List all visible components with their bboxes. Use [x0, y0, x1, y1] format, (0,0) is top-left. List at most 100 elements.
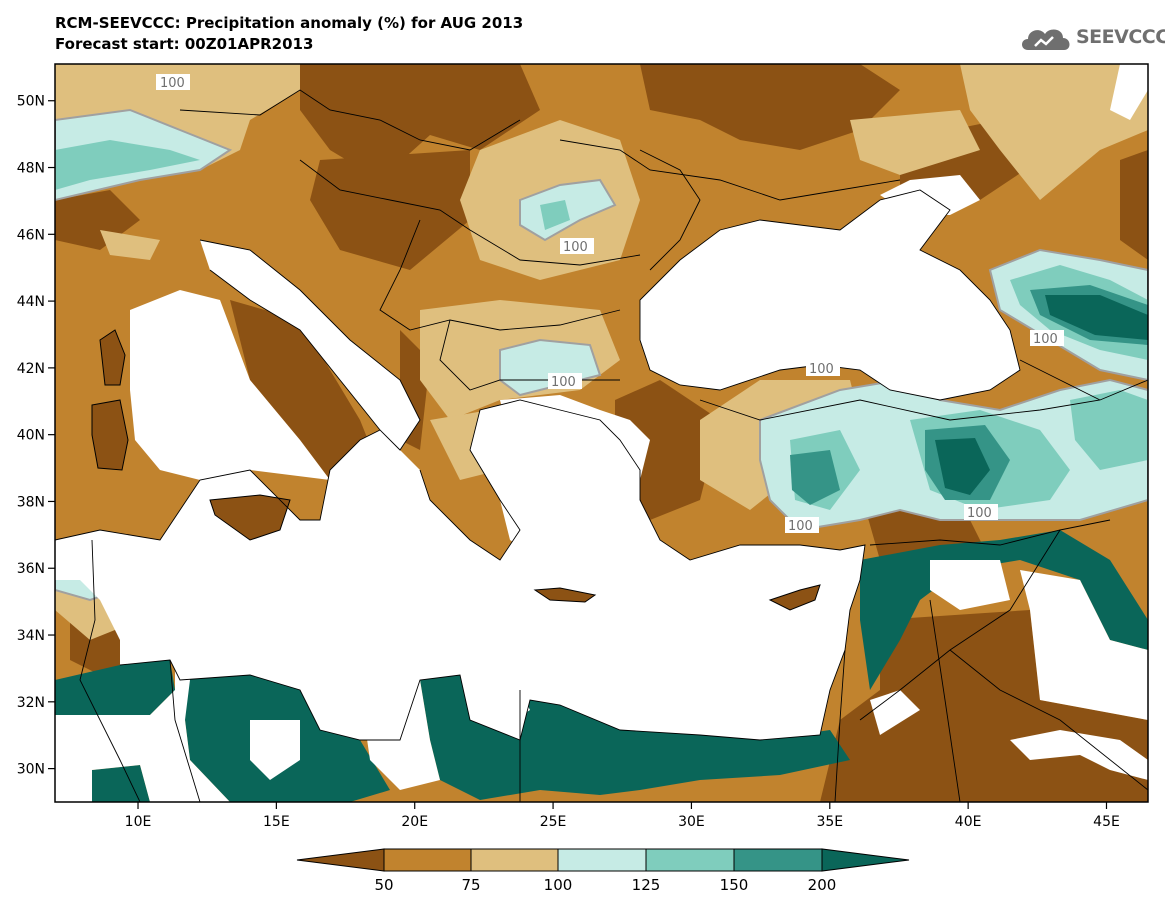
no-data-area	[250, 720, 300, 780]
contour-label: 100	[967, 506, 992, 521]
sea-of-azov	[880, 175, 980, 215]
anomaly-area	[92, 765, 150, 802]
anomaly-area	[615, 380, 720, 520]
colorbar-segment	[470, 848, 559, 872]
no-data-area	[55, 660, 230, 802]
seevccc-logo: SEEVCCC	[1018, 22, 1165, 54]
lon-tick-label: 10E	[125, 814, 152, 830]
anomaly-area	[540, 200, 570, 230]
coastline	[199, 239, 421, 451]
contour-label-bg	[806, 360, 840, 376]
anomaly-area	[640, 64, 900, 150]
lon-tick-label: 35E	[816, 814, 843, 830]
colorbar-label: 50	[374, 876, 393, 894]
contour-label: 100	[788, 519, 813, 534]
border-line	[949, 649, 1148, 791]
border-line	[179, 89, 521, 151]
colorbar-segment	[821, 848, 910, 872]
contour-label-bg	[560, 238, 594, 254]
latitude-axis: 50N 48N 46N 44N 42N 40N 38N 36N 34N 32N 30N	[17, 94, 55, 778]
colorbar-segment	[383, 848, 472, 872]
border-line	[169, 659, 201, 802]
coastlines	[55, 189, 1021, 741]
border-line	[559, 139, 901, 201]
no-data-patches	[55, 560, 1148, 802]
tyrrhenian-sea	[130, 290, 330, 480]
dry-dark-areas	[55, 64, 1148, 802]
map-field: 100 100 100 100 100 100 100	[55, 64, 1148, 802]
aegean-sea	[500, 395, 650, 560]
lat-tick-label: 42N	[17, 361, 45, 377]
anomaly-area	[935, 438, 990, 495]
colorbar-segment	[296, 848, 385, 872]
contour-label-bg	[548, 373, 582, 389]
lat-tick-label: 38N	[17, 494, 45, 510]
longitude-axis: 10E 15E 20E 25E 30E 35E 40E 45E	[125, 802, 1120, 830]
lat-tick-label: 46N	[17, 227, 45, 243]
lat-tick-label: 50N	[17, 94, 45, 110]
cloud-icon	[1022, 29, 1070, 50]
anomaly-area	[1120, 150, 1148, 260]
sicily	[209, 494, 291, 541]
border-line	[869, 519, 1111, 546]
anomaly-area	[300, 64, 540, 180]
anomaly-area	[850, 110, 980, 175]
colorbar-segment	[733, 848, 823, 872]
anomaly-area	[420, 675, 850, 800]
plot-frame	[54, 63, 1149, 803]
colorbar-label: 200	[808, 876, 837, 894]
anomaly-area	[960, 64, 1148, 200]
anomaly-area	[1045, 295, 1148, 340]
anomaly-area	[55, 660, 175, 720]
contour-label-bg	[156, 74, 190, 90]
sardinia	[91, 399, 129, 471]
country-borders	[79, 89, 1148, 802]
seas	[55, 64, 1148, 740]
contour-label: 100	[160, 76, 185, 91]
islands	[91, 329, 821, 611]
lon-tick-label: 15E	[263, 814, 290, 830]
colorbar-segment	[557, 848, 647, 872]
lon-tick-label: 20E	[401, 814, 428, 830]
anomaly-area	[55, 140, 200, 190]
contour-label: 100	[809, 362, 834, 377]
lat-tick-label: 36N	[17, 561, 45, 577]
black-sea	[640, 190, 1020, 400]
anomaly-area	[230, 300, 380, 480]
lat-tick-label: 44N	[17, 294, 45, 310]
anomaly-area	[1070, 390, 1148, 470]
border-line	[929, 599, 961, 802]
map-title: RCM-SEEVCCC: Precipitation anomaly (%) f…	[55, 14, 524, 32]
corsica	[99, 329, 126, 386]
border-line	[379, 219, 621, 331]
lon-tick-label: 25E	[540, 814, 567, 830]
colorbar-label: 100	[544, 876, 573, 894]
crete	[533, 587, 597, 603]
contour-label-bg	[1030, 330, 1064, 346]
coastline	[639, 189, 1021, 401]
contour-label: 100	[551, 375, 576, 390]
colorbar-segment	[645, 848, 735, 872]
border-line	[79, 539, 141, 802]
border-line	[639, 149, 701, 271]
contour-label-bg	[785, 517, 819, 533]
lat-tick-label: 34N	[17, 628, 45, 644]
no-data-area	[1020, 570, 1148, 720]
lat-tick-label: 30N	[17, 762, 45, 778]
contour-label-bg	[964, 504, 998, 520]
cyprus	[768, 584, 821, 611]
coastline	[55, 399, 866, 741]
contour-labels: 100 100 100 100 100 100 100	[156, 74, 1064, 534]
no-data-area	[870, 690, 920, 735]
adriatic-sea	[200, 240, 420, 450]
lat-tick-label: 32N	[17, 695, 45, 711]
border-line	[299, 159, 641, 266]
no-data-area	[1010, 730, 1148, 780]
lon-tick-label: 45E	[1093, 814, 1120, 830]
logo-text: SEEVCCC	[1076, 26, 1165, 48]
colorbar-label: 150	[720, 876, 749, 894]
anomaly-area	[100, 230, 160, 260]
border-line	[834, 649, 846, 802]
colorbar-label: 125	[632, 876, 661, 894]
